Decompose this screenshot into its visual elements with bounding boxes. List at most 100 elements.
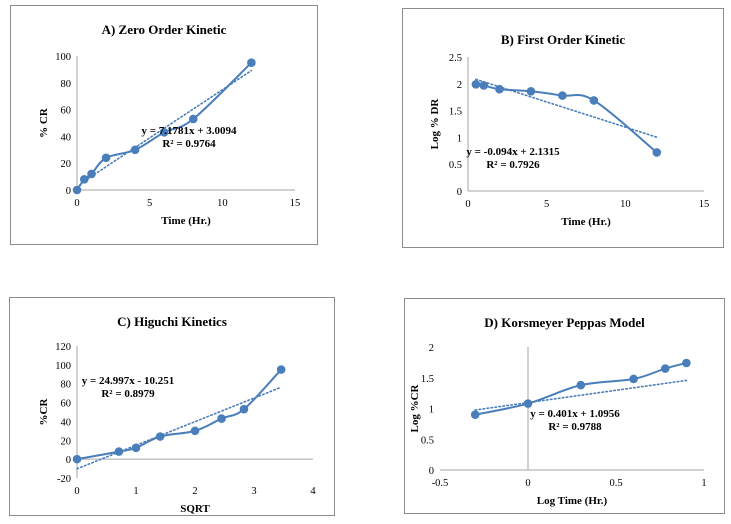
- x-tick-label: 0.5: [609, 478, 622, 489]
- data-point: [576, 380, 586, 390]
- x-tick-label: 10: [620, 199, 631, 210]
- data-point: [660, 364, 670, 373]
- data-point: [526, 87, 536, 96]
- data-point: [247, 58, 256, 68]
- chart-svg-first-order: B) First Order Kinetic 0 5 10 15 0 0.5 1 1.5 2 2.5…: [429, 32, 710, 228]
- chart-title: D) Korsmeyer Peppas Model: [484, 315, 645, 330]
- y-axis-title: % CR: [38, 107, 50, 138]
- y-tick-label: 80: [61, 79, 72, 90]
- y-tick-label: 1: [429, 405, 434, 416]
- data-point: [479, 81, 489, 90]
- x-axis-title: Time (Hr.): [561, 216, 611, 228]
- y-tick-label: 120: [55, 342, 71, 353]
- y-tick-label: 100: [55, 361, 71, 372]
- y-tick-label: 1.5: [449, 107, 462, 118]
- y-axis-title: %CR: [38, 398, 50, 426]
- x-tick-label: 4: [310, 486, 316, 497]
- x-tick-label: 0: [525, 478, 530, 489]
- trendline-equation: y = 0.401x + 1.0956: [530, 408, 620, 420]
- y-axis-title: Log %CR: [409, 383, 421, 432]
- data-point: [276, 365, 286, 374]
- data-point: [155, 432, 165, 441]
- x-tick-label: 0: [74, 198, 79, 209]
- trendline-equation: y = 7.1781x + 3.0094: [141, 125, 237, 137]
- y-tick-label: 100: [55, 52, 71, 63]
- y-tick-label: 20: [61, 159, 72, 170]
- y-tick-label: 20: [61, 436, 72, 447]
- x-tick-label: 5: [544, 199, 549, 210]
- chart-title: C) Higuchi Kinetics: [117, 314, 227, 329]
- y-tick-label: 2: [429, 343, 434, 354]
- data-point: [239, 404, 249, 414]
- x-tick-label: 15: [290, 198, 301, 209]
- y-tick-label: 60: [61, 399, 72, 410]
- data-point: [159, 128, 169, 137]
- y-tick-label: 40: [61, 132, 72, 143]
- chart-svg-korsmeyer-peppas: D) Korsmeyer Peppas Model-0.5 0 0.5 100.511…: [409, 315, 707, 507]
- y-tick-label: 0: [429, 466, 434, 477]
- data-point: [114, 447, 124, 456]
- trendline: [83, 69, 253, 182]
- y-tick-label: 0: [66, 455, 71, 466]
- chart-panel-higuchi: C) Higuchi Kinetics 0 1 2 3 4 -20 0 20 40 60 80 100 1…: [9, 297, 335, 516]
- chart-svg-zero-order: A) Zero Order Kinetic 0 5 10 15 0 20 40 60 80 100 T…: [38, 22, 301, 227]
- y-tick-label: 60: [61, 106, 72, 117]
- x-tick-label: 10: [217, 198, 228, 209]
- data-point: [131, 443, 141, 453]
- x-tick-label: 0: [74, 486, 79, 497]
- data-point: [470, 410, 480, 419]
- chart-panel-korsmeyer-peppas: D) Korsmeyer Peppas Model -0.5 0 0.5 1 0 0.5 1 1…: [404, 298, 725, 514]
- chart-title: A) Zero Order Kinetic: [102, 22, 227, 37]
- x-tick-label: 0: [465, 199, 470, 210]
- data-point: [87, 169, 96, 179]
- y-tick-label: -20: [57, 474, 71, 485]
- r-squared-label: R² = 0.7926: [486, 159, 540, 171]
- x-tick-label: 1: [701, 478, 706, 489]
- r-squared-label: R² = 0.9764: [162, 138, 216, 150]
- r-squared-label: R² = 0.8979: [101, 388, 155, 400]
- y-tick-label: 40: [61, 417, 72, 428]
- y-tick-label: 1.5: [421, 374, 434, 385]
- data-point: [652, 148, 662, 157]
- x-tick-label: 3: [251, 486, 256, 497]
- data-point: [190, 426, 200, 436]
- data-point: [79, 174, 89, 184]
- chart-title: B) First Order Kinetic: [501, 32, 626, 47]
- y-tick-label: 2: [457, 80, 462, 91]
- data-point: [101, 153, 111, 163]
- y-tick-label: 2.5: [449, 53, 462, 64]
- x-tick-label: 15: [699, 199, 710, 210]
- data-point: [217, 414, 226, 423]
- y-tick-label: 1: [457, 133, 462, 144]
- x-axis-title: SQRT: [180, 503, 210, 515]
- data-point: [682, 358, 691, 368]
- x-axis-title: Time (Hr.): [161, 215, 211, 227]
- chart-panel-zero-order: A) Zero Order Kinetic 0 5 10 15 0 20 40 60 80 100 T…: [10, 5, 318, 245]
- data-point: [523, 399, 533, 408]
- data-point: [495, 84, 504, 94]
- chart-panel-first-order: B) First Order Kinetic 0 5 10 15 0 0.5 1 1.5 2 2.5…: [402, 8, 724, 248]
- x-axis-title: Log Time (Hr.): [537, 495, 608, 507]
- x-tick-label: 2: [192, 486, 197, 497]
- data-point: [471, 80, 481, 89]
- x-tick-label: -0.5: [432, 478, 449, 489]
- y-tick-label: 0.5: [449, 160, 462, 171]
- data-point: [589, 96, 599, 105]
- y-tick-label: 0: [66, 186, 71, 197]
- y-tick-label: 0: [457, 187, 462, 198]
- y-tick-label: 0.5: [421, 435, 434, 446]
- data-point: [130, 145, 140, 155]
- y-axis-title: Log % DR: [429, 98, 441, 150]
- r-squared-label: R² = 0.9788: [548, 421, 602, 433]
- data-point: [188, 114, 198, 124]
- trendline-equation: y = -0.094x + 2.1315: [466, 146, 560, 158]
- data-point: [72, 454, 82, 464]
- trendline-equation: y = 24.997x - 10.251: [82, 375, 174, 387]
- y-tick-label: 80: [61, 380, 72, 391]
- data-point: [629, 374, 638, 384]
- data-point: [558, 91, 567, 100]
- trendline: [474, 379, 688, 411]
- x-tick-label: 5: [147, 198, 152, 209]
- trendline: [76, 386, 282, 470]
- x-tick-label: 1: [133, 486, 138, 497]
